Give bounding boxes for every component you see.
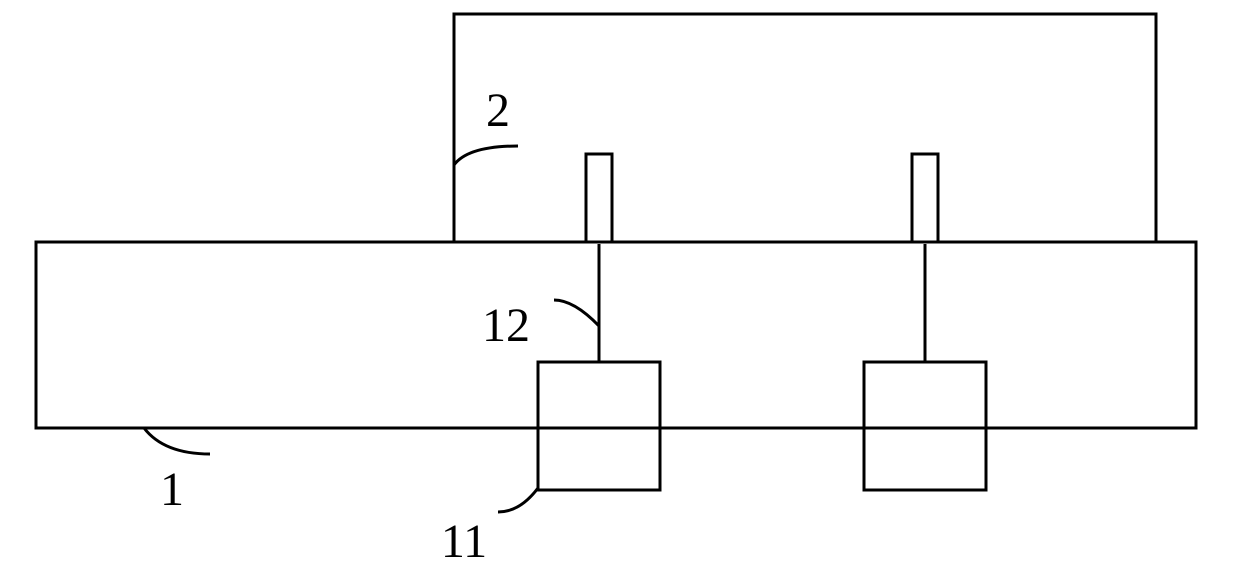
canvas-background	[0, 0, 1239, 580]
label-text-1: 1	[160, 463, 184, 516]
label-text-11: 11	[441, 515, 487, 568]
label-text-12: 12	[482, 299, 530, 352]
label-text-2: 2	[486, 84, 510, 137]
